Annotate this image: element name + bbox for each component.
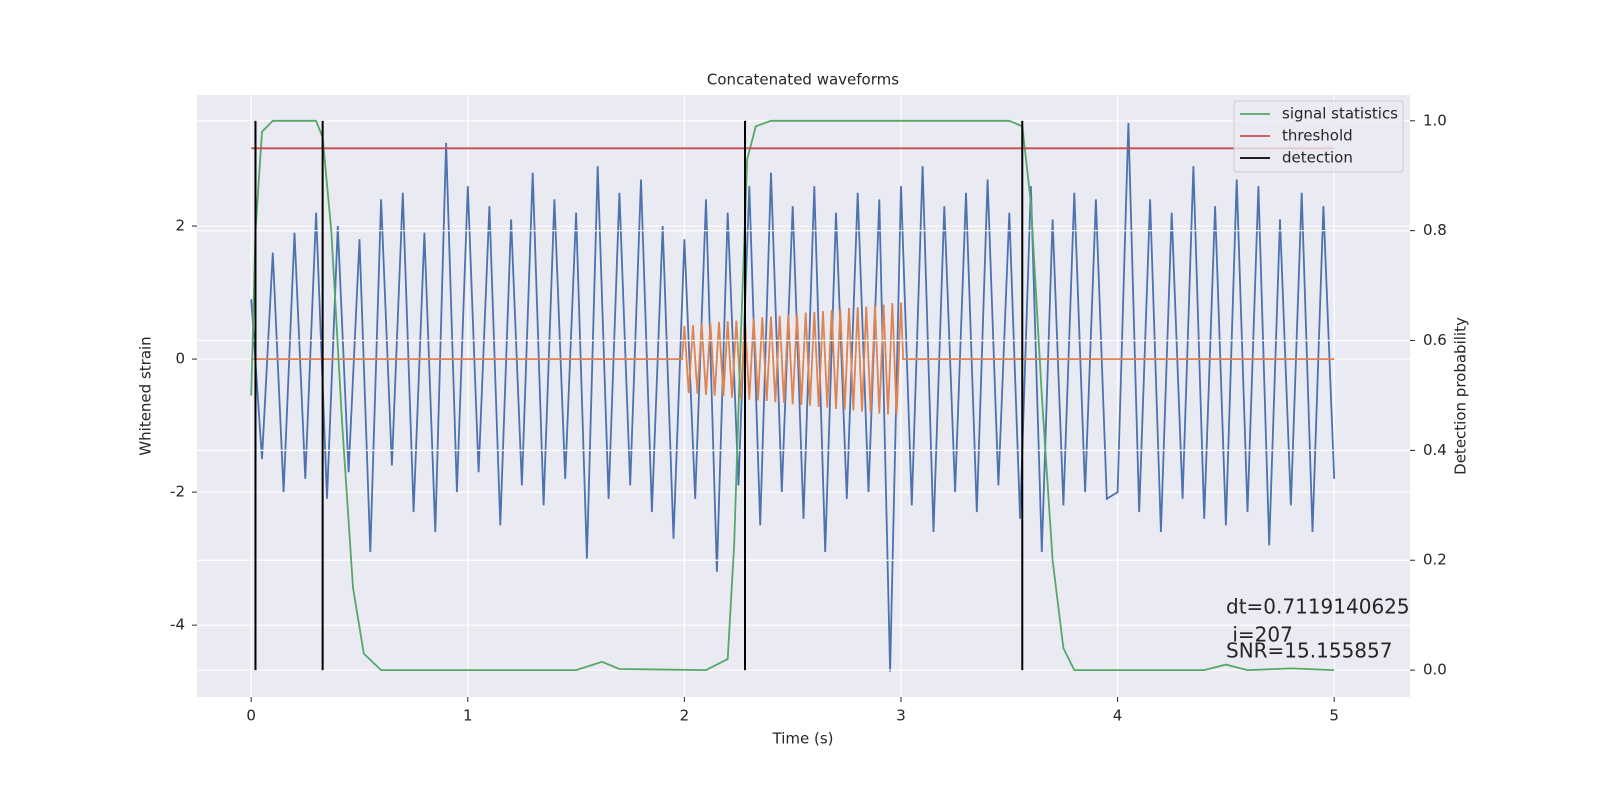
- annotation: i=207: [1226, 623, 1293, 647]
- y2-axis-label: Detection probability: [1452, 317, 1470, 475]
- x-tick-label: 1: [463, 707, 473, 725]
- legend-label: signal statistics: [1282, 105, 1398, 123]
- legend-label: threshold: [1282, 127, 1353, 145]
- y-tick-label: -4: [170, 616, 185, 634]
- y2-tick-label: 0.6: [1423, 331, 1447, 349]
- x-tick-label: 0: [246, 707, 256, 725]
- annotation: SNR=15.155857: [1226, 639, 1392, 663]
- series-line: [250, 122, 1336, 672]
- y-tick-label: 2: [175, 217, 185, 235]
- y2-tick-label: 1.0: [1423, 111, 1447, 129]
- x-tick-label: 2: [680, 707, 690, 725]
- y-tick-label: -2: [170, 483, 185, 501]
- y2-tick-label: 0.0: [1423, 661, 1447, 679]
- y2-tick-label: 0.2: [1423, 551, 1447, 569]
- annotation: dt=0.7119140625: [1226, 595, 1410, 619]
- y-tick-label: 0: [175, 350, 185, 368]
- legend-label: detection: [1282, 149, 1353, 167]
- x-tick-label: 3: [896, 707, 906, 725]
- series-line: [251, 302, 1335, 416]
- legend-box: [1233, 100, 1404, 173]
- series-line: [250, 119, 1335, 672]
- x-axis-label: Time (s): [772, 730, 834, 748]
- chart-title: Concatenated waveforms: [707, 71, 899, 89]
- y2-tick-label: 0.4: [1423, 441, 1447, 459]
- y-axis-label: Whitened strain: [137, 336, 155, 455]
- x-tick-label: 4: [1113, 707, 1123, 725]
- x-tick-label: 5: [1329, 707, 1339, 725]
- y2-tick-label: 0.8: [1423, 221, 1447, 239]
